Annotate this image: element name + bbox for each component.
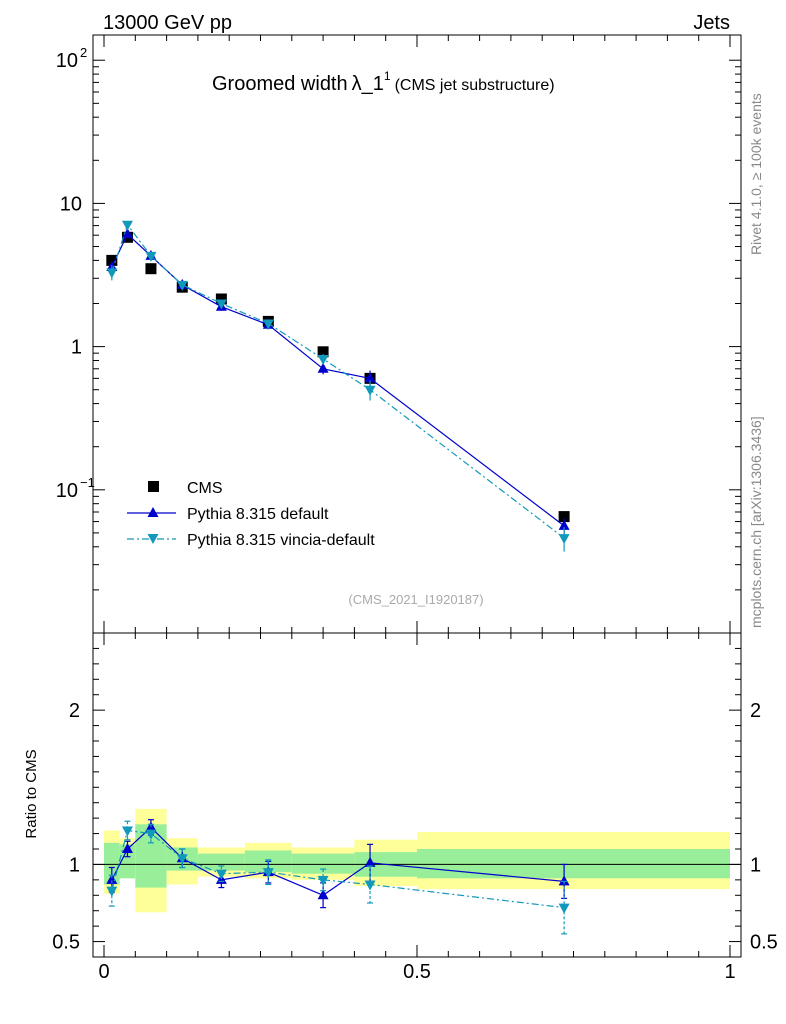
x-tick-labels: 0 0.5 1 [98, 961, 735, 983]
ratio-marks [106, 819, 570, 935]
title-main: Groomed width [212, 73, 348, 95]
ratio-y-tick-label: 2 [69, 700, 80, 722]
pythia-vincia-point [215, 299, 227, 310]
pythia-vincia-ratio-point [176, 854, 188, 865]
x-tick-label: 0.5 [403, 961, 431, 983]
legend-default-marker [147, 507, 159, 517]
pythia-default-ratio-point [364, 856, 376, 867]
ratio-y-tick-label: 1 [69, 854, 80, 876]
ratio-band-inner [417, 849, 730, 879]
ratio-axes: 0.5 0.5 1 1 2 2 [52, 632, 778, 958]
pythia-vincia-point [558, 534, 570, 545]
main-y-tick-label: 1 [71, 337, 82, 359]
pythia-vincia-point [145, 251, 157, 262]
main-y-tick-label: 10 [60, 193, 82, 215]
analysis-watermark: (CMS_2021_I1920187) [348, 592, 483, 607]
pythia-default-point [121, 228, 133, 239]
plot-title: Groomed width λ_11 (CMS jet substructure) [212, 69, 555, 95]
header-left: 13000 GeV pp [103, 12, 232, 34]
cms-point [106, 254, 118, 266]
ratio-band-inner [197, 853, 245, 871]
rivet-label: Rivet 4.1.0, ≥ 100k events [748, 93, 764, 255]
pythia-vincia-point [176, 280, 188, 291]
title-suffix: (CMS jet substructure) [395, 77, 555, 94]
header-right: Jets [693, 12, 730, 34]
pythia-vincia-ratio-point [364, 880, 376, 891]
ratio-band-inner [291, 853, 355, 874]
pythia-default-ratio-point [558, 875, 570, 886]
main-y-tick-exponent: 2 [80, 45, 87, 60]
pythia-vincia-point [262, 319, 274, 330]
legend: CMS Pythia 8.315 default Pythia 8.315 vi… [127, 480, 375, 549]
pythia-default-point [317, 362, 329, 373]
cms-point [317, 346, 329, 358]
legend-cms-marker [148, 481, 159, 492]
ratio-ylabel: Ratio to CMS [23, 749, 40, 838]
pythia-vincia-line [111, 223, 565, 539]
pythia-vincia-point [106, 268, 118, 279]
main-y-tick-label: 10 [56, 50, 78, 72]
pythia-vincia-ratio-point [317, 875, 329, 886]
legend-vincia-label: Pythia 8.315 vincia-default [187, 532, 375, 549]
pythia-vincia-ratio-point [558, 903, 570, 914]
pythia-vincia-ratio-point [121, 826, 133, 837]
x-tick-label: 1 [724, 961, 735, 983]
mcplots-label: mcplots.cern.ch [arXiv:1306.3436] [748, 416, 764, 628]
cms-point [215, 293, 227, 305]
pythia-vincia-point [317, 354, 329, 365]
legend-default-label: Pythia 8.315 default [187, 506, 329, 523]
pythia-default-point [558, 519, 570, 530]
pythia-vincia-point [364, 385, 376, 396]
ratio-y-tick-label-right: 1 [750, 854, 761, 876]
legend-cms-label: CMS [187, 480, 223, 497]
title-superscript: 1 [384, 69, 391, 83]
cms-point [145, 263, 157, 275]
cms-point [558, 511, 570, 523]
pythia-default-ratio-point [106, 873, 118, 884]
ratio-bands [104, 808, 730, 913]
pythia-vincia-ratio-point [215, 869, 227, 880]
pythia-vincia-ratio-point [262, 868, 274, 879]
pythia-default-point [364, 372, 376, 383]
pythia-default-line [111, 233, 565, 527]
ratio-y-tick-label-right: 0.5 [750, 932, 778, 954]
legend-vincia-marker [147, 534, 159, 544]
ratio-plot-frame [92, 632, 742, 958]
main-marks [106, 220, 570, 552]
ratio-y-tick-label-right: 2 [750, 700, 761, 722]
pythia-vincia-point [121, 220, 133, 231]
pythia-default-ratio-point [317, 889, 329, 900]
ratio-y-tick-label: 0.5 [52, 932, 80, 954]
title-symbol: λ_1 [352, 73, 384, 95]
main-y-tick-exponent: −1 [80, 475, 95, 490]
x-tick-label: 0 [98, 961, 109, 983]
pythia-default-ratio-point [121, 843, 133, 853]
pythia-vincia-ratio-point [106, 886, 118, 897]
pythia-vincia-ratio-point [145, 829, 157, 840]
main-y-tick-label: 10 [56, 480, 78, 502]
